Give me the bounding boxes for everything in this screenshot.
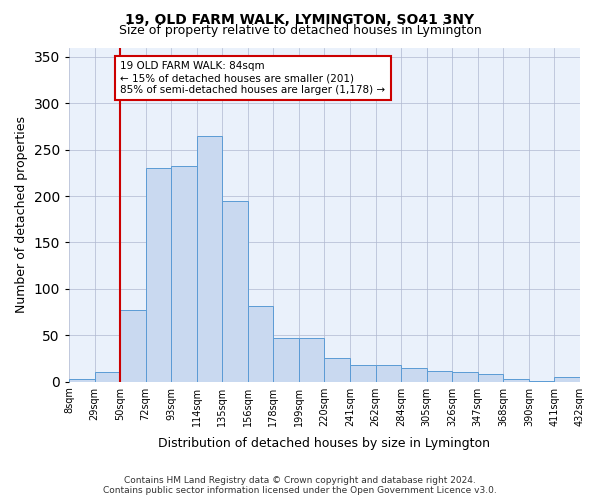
Bar	[452, 372, 478, 382]
Text: Contains HM Land Registry data © Crown copyright and database right 2024.
Contai: Contains HM Land Registry data © Crown c…	[103, 476, 497, 495]
Bar	[120, 310, 146, 382]
Bar	[248, 306, 274, 382]
Bar	[222, 200, 248, 382]
Bar	[146, 168, 171, 382]
Text: 19 OLD FARM WALK: 84sqm
← 15% of detached houses are smaller (201)
85% of semi-d: 19 OLD FARM WALK: 84sqm ← 15% of detache…	[120, 62, 385, 94]
Bar	[529, 380, 554, 382]
Bar	[69, 379, 95, 382]
Bar	[350, 365, 376, 382]
Bar	[274, 338, 299, 382]
Bar	[401, 368, 427, 382]
Text: 19, OLD FARM WALK, LYMINGTON, SO41 3NY: 19, OLD FARM WALK, LYMINGTON, SO41 3NY	[125, 12, 475, 26]
Bar	[197, 136, 222, 382]
X-axis label: Distribution of detached houses by size in Lymington: Distribution of detached houses by size …	[158, 437, 490, 450]
Bar	[427, 370, 452, 382]
Y-axis label: Number of detached properties: Number of detached properties	[15, 116, 28, 313]
Bar	[171, 166, 197, 382]
Bar	[299, 338, 325, 382]
Bar	[376, 365, 401, 382]
Bar	[95, 372, 120, 382]
Bar	[503, 379, 529, 382]
Text: Size of property relative to detached houses in Lymington: Size of property relative to detached ho…	[119, 24, 481, 37]
Bar	[325, 358, 350, 382]
Bar	[478, 374, 503, 382]
Bar	[554, 377, 580, 382]
